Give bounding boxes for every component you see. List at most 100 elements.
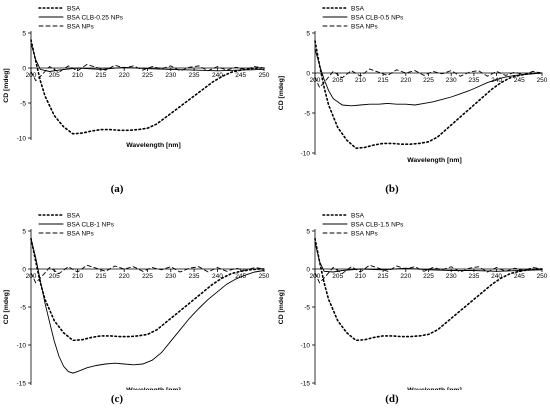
series-line-solid (314, 241, 543, 273)
x-tick-label: 225 (142, 72, 153, 79)
y-axis-label: CD [mdeg] (3, 290, 10, 324)
x-tick-label: 205 (49, 273, 60, 280)
x-tick-label: 220 (400, 273, 411, 280)
x-tick-label: 235 (189, 273, 200, 280)
series-line-dashed (30, 264, 265, 284)
y-tick-label: 0 (22, 267, 26, 274)
x-tick-label: 215 (95, 273, 106, 280)
y-tick-label: -5 (304, 305, 310, 312)
x-tick-label: 250 (259, 273, 270, 280)
series-line-solid (314, 48, 543, 107)
legend-entry: BSA CLB-1.5 NPs (351, 221, 404, 228)
chart-panel-2: 5 0 -5 -10 200 205 210 215 220 225 230 235 240 245 250… (278, 5, 548, 164)
x-axis-label: Wavelength [nm] (407, 387, 462, 390)
y-tick-label: -10 (301, 343, 311, 350)
legend-entry: BSA NPs (67, 23, 94, 30)
y-axis-label: CD [mdeg] (3, 68, 10, 102)
legend-entry: BSA (67, 5, 81, 12)
chart-panel-1: 5 0 -5 -10 200 205 210 215 220 225 230 235 240 245 250… (3, 5, 270, 149)
y-tick-label: -15 (17, 381, 27, 388)
x-axis-label: Wavelength [nm] (126, 142, 181, 149)
x-tick-label: 215 (378, 273, 389, 280)
x-tick-label: 250 (259, 72, 270, 79)
y-tick-label: 0 (306, 71, 310, 78)
x-tick-label: 205 (49, 72, 60, 79)
y-axis-label: CD [mdeg] (278, 76, 285, 110)
series-line-dashed (30, 64, 265, 82)
x-tick-label: 225 (142, 273, 153, 280)
x-tick-label: 245 (514, 77, 525, 84)
x-axis-label: Wavelength [nm] (407, 157, 462, 164)
x-tick-label: 230 (165, 273, 176, 280)
x-tick-label: 200 (26, 72, 37, 79)
legend-entry: BSA (67, 212, 81, 219)
y-axis-label: CD [mdeg] (278, 290, 285, 324)
x-tick-label: 245 (514, 273, 525, 280)
x-tick-label: 225 (423, 273, 434, 280)
x-tick-label: 215 (95, 72, 106, 79)
x-tick-label: 230 (446, 77, 457, 84)
y-tick-label: 0 (22, 66, 26, 73)
series-line-dotted (30, 39, 265, 135)
x-tick-label: 235 (189, 72, 200, 79)
chart-panel-4: 5 0 -5 -10 -15 200 205 210 215 220 225 230 235 240 245… (278, 212, 548, 390)
x-tick-label: 220 (119, 273, 130, 280)
x-tick-label: 200 (26, 273, 37, 280)
x-tick-label: 240 (491, 77, 502, 84)
x-tick-label: 235 (468, 273, 479, 280)
x-tick-label: 240 (212, 273, 223, 280)
x-tick-label: 235 (468, 77, 479, 84)
x-tick-label: 230 (165, 72, 176, 79)
x-tick-label: 210 (355, 273, 366, 280)
x-axis-label: Wavelength [nm] (126, 387, 181, 390)
x-tick-label: 240 (491, 273, 502, 280)
series-line-solid (30, 238, 265, 374)
y-tick-label: -10 (301, 151, 311, 158)
y-tick-label: 5 (306, 31, 310, 38)
x-tick-label: 215 (378, 77, 389, 84)
x-tick-label: 240 (212, 72, 223, 79)
panel-caption: (c) (110, 393, 124, 405)
series-line-dotted (30, 237, 265, 342)
x-tick-label: 200 (310, 77, 321, 84)
x-tick-label: 210 (72, 72, 83, 79)
legend-entry: BSA (351, 212, 365, 219)
x-tick-label: 200 (310, 273, 321, 280)
y-tick-label: 5 (306, 229, 310, 236)
legend-entry: BSA NPs (351, 23, 378, 30)
y-tick-label: -10 (17, 136, 27, 143)
legend-entry: BSA CLB-0.5 NPs (351, 14, 404, 21)
x-tick-label: 210 (355, 77, 366, 84)
series-line-dashed (314, 68, 543, 89)
x-tick-label: 225 (423, 77, 434, 84)
y-tick-label: 5 (22, 31, 26, 38)
series-line-solid (30, 43, 265, 72)
x-tick-label: 245 (235, 72, 246, 79)
x-tick-label: 250 (537, 273, 548, 280)
x-tick-label: 210 (72, 273, 83, 280)
panel-caption: (b) (385, 183, 399, 195)
legend-entry: BSA NPs (351, 230, 378, 237)
y-tick-label: -10 (17, 343, 27, 350)
legend-entry: BSA NPs (67, 230, 94, 237)
y-tick-label: 0 (306, 267, 310, 274)
series-line-dashed (314, 264, 543, 284)
x-tick-label: 205 (332, 77, 343, 84)
y-tick-label: -5 (20, 101, 26, 108)
y-tick-label: -15 (301, 381, 311, 388)
x-tick-label: 230 (446, 273, 457, 280)
legend-entry: BSA CLB-0.25 NPs (67, 14, 124, 21)
y-tick-label: -5 (304, 111, 310, 118)
x-tick-label: 250 (537, 77, 548, 84)
x-tick-label: 205 (332, 273, 343, 280)
y-tick-label: -5 (20, 305, 26, 312)
series-line-dotted (314, 40, 543, 150)
panel-caption: (a) (110, 183, 124, 195)
legend-entry: BSA (351, 5, 365, 12)
x-tick-label: 220 (119, 72, 130, 79)
series-line-dotted (314, 237, 543, 342)
legend-entry: BSA CLB-1 NPs (67, 221, 115, 228)
y-tick-label: 5 (22, 229, 26, 236)
